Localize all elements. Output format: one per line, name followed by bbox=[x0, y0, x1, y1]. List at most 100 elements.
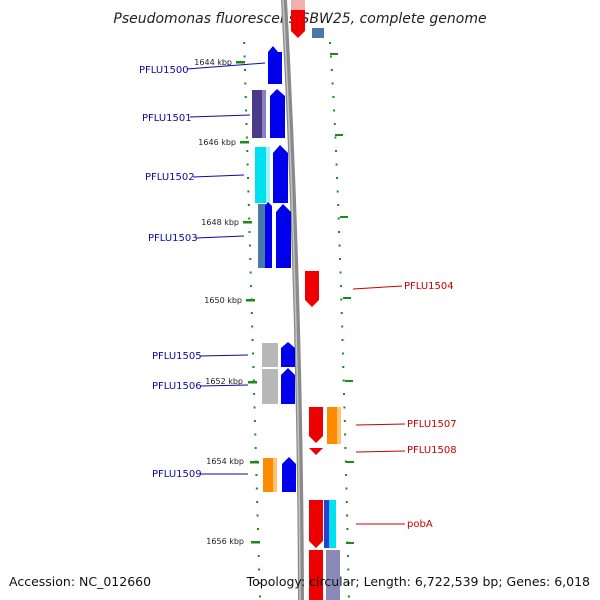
scale-dot bbox=[341, 352, 344, 355]
label-leader bbox=[199, 384, 249, 387]
tick-label: 1644 kbp bbox=[194, 58, 232, 67]
scale-dot bbox=[257, 555, 260, 557]
cog-bar-shade bbox=[266, 147, 270, 203]
gene-label-PFLU1500[interactable]: PFLU1500 bbox=[139, 65, 189, 76]
gene-label-PFLU1509[interactable]: PFLU1509 bbox=[152, 469, 202, 480]
scale-dot bbox=[342, 366, 345, 368]
ring-tick bbox=[346, 542, 354, 544]
label-leader bbox=[355, 423, 406, 426]
scale-dot bbox=[247, 177, 249, 179]
tick-mark bbox=[251, 541, 260, 544]
label-leader bbox=[189, 114, 251, 118]
ring-tick bbox=[330, 53, 338, 55]
scale-dot bbox=[248, 217, 251, 220]
gene-PFLU1506[interactable] bbox=[281, 368, 295, 404]
scale-dot bbox=[342, 379, 345, 382]
cog-bar[interactable] bbox=[324, 500, 329, 548]
gene-PFLU1502[interactable] bbox=[273, 145, 288, 203]
scale-dot bbox=[339, 285, 342, 287]
tick-label: 1650 kbp bbox=[204, 296, 242, 305]
scale-dot bbox=[345, 501, 348, 503]
scale-dot bbox=[245, 123, 248, 125]
gene-label-pobA[interactable]: pobA bbox=[407, 519, 433, 530]
gene-pobA[interactable] bbox=[309, 500, 323, 548]
ring-tick bbox=[340, 216, 348, 218]
scale-dot bbox=[343, 406, 346, 409]
scale-dot bbox=[248, 244, 251, 247]
scale-dot bbox=[335, 163, 338, 166]
left-gene-labels: PFLU1500 PFLU1501 PFLU1502 PFLU1503 PFLU… bbox=[139, 62, 266, 480]
gene-label-PFLU1502[interactable]: PFLU1502 bbox=[145, 172, 195, 183]
scale-dot bbox=[256, 501, 259, 503]
scale-dot bbox=[243, 55, 246, 58]
gene-label-PFLU1501[interactable]: PFLU1501 bbox=[142, 113, 192, 124]
gene-PFLU1503b[interactable] bbox=[276, 204, 291, 268]
scale-dot bbox=[338, 231, 341, 233]
gene-bottom-reverse[interactable] bbox=[309, 550, 323, 600]
gene-PFLU1509[interactable] bbox=[282, 457, 296, 492]
label-leader bbox=[195, 235, 245, 239]
scale-dot bbox=[243, 42, 246, 44]
scale-dot bbox=[336, 190, 339, 193]
scale-dot bbox=[344, 433, 347, 436]
scale-dot bbox=[254, 447, 257, 449]
scale-dot bbox=[338, 244, 341, 247]
scale-dot bbox=[258, 582, 261, 584]
label-leader bbox=[355, 450, 406, 453]
cog-ring bbox=[252, 28, 341, 600]
scale-dot bbox=[258, 595, 261, 598]
gene-label-PFLU1507[interactable]: PFLU1507 bbox=[407, 419, 457, 430]
scale-dot bbox=[344, 460, 347, 463]
scale-dot bbox=[336, 177, 339, 179]
forward-genes bbox=[265, 46, 296, 492]
scale-dot bbox=[258, 568, 261, 571]
gene-label-PFLU1505[interactable]: PFLU1505 bbox=[152, 351, 202, 362]
label-leader bbox=[192, 174, 245, 178]
gene-label-PFLU1503[interactable]: PFLU1503 bbox=[148, 233, 198, 244]
scale-dot bbox=[331, 82, 334, 85]
scale-ticks: 1644 kbp 1646 kbp 1648 kbp 1650 kbp 1652… bbox=[194, 53, 354, 546]
scale-dot bbox=[341, 325, 344, 328]
cog-bar[interactable] bbox=[312, 28, 324, 38]
scale-dot bbox=[333, 123, 336, 125]
scale-dot bbox=[329, 55, 332, 58]
gene-PFLU1508[interactable] bbox=[309, 448, 323, 455]
scale-dot bbox=[250, 285, 253, 287]
cog-bar[interactable] bbox=[326, 550, 340, 600]
topology-text: Topology: circular; Length: 6,722,539 bp… bbox=[246, 574, 590, 589]
scale-dot bbox=[255, 474, 258, 476]
gene-PFLU1504[interactable] bbox=[305, 271, 319, 307]
scale-dot bbox=[253, 406, 256, 409]
scale-dot bbox=[333, 109, 336, 112]
tick-mark bbox=[248, 381, 257, 384]
gene-label-PFLU1508[interactable]: PFLU1508 bbox=[407, 445, 457, 456]
scale-dot bbox=[340, 312, 343, 314]
scale-dot bbox=[257, 528, 259, 530]
cog-bar[interactable] bbox=[258, 204, 266, 268]
label-leader bbox=[199, 354, 249, 357]
gene-PFLU1505[interactable] bbox=[281, 342, 295, 367]
scale-dot bbox=[339, 258, 341, 260]
scale-dot bbox=[343, 393, 345, 395]
gene-PFLU1503a[interactable] bbox=[265, 202, 272, 268]
right-gene-labels: PFLU1504 PFLU1507 PFLU1508 pobA bbox=[352, 281, 457, 530]
gene-PFLU1501[interactable] bbox=[270, 89, 285, 138]
cog-bar-shade bbox=[262, 90, 266, 138]
gene-PFLU1500[interactable] bbox=[268, 46, 282, 84]
scale-dot bbox=[340, 298, 343, 301]
scale-dot bbox=[334, 136, 337, 139]
gene-PFLU1507[interactable] bbox=[309, 407, 323, 443]
gene-label-PFLU1506[interactable]: PFLU1506 bbox=[152, 381, 202, 392]
gene-top-reverse-shade bbox=[291, 0, 305, 10]
scale-dot bbox=[248, 231, 251, 233]
cog-bar[interactable] bbox=[262, 343, 278, 367]
tick-label: 1654 kbp bbox=[206, 457, 244, 466]
scale-dot bbox=[347, 582, 350, 584]
cog-bar[interactable] bbox=[262, 369, 278, 404]
genome-backbone-highlight bbox=[282, 0, 301, 600]
scale-dot bbox=[346, 528, 349, 530]
cog-bar[interactable] bbox=[328, 500, 336, 548]
gene-label-PFLU1504[interactable]: PFLU1504 bbox=[404, 281, 454, 292]
